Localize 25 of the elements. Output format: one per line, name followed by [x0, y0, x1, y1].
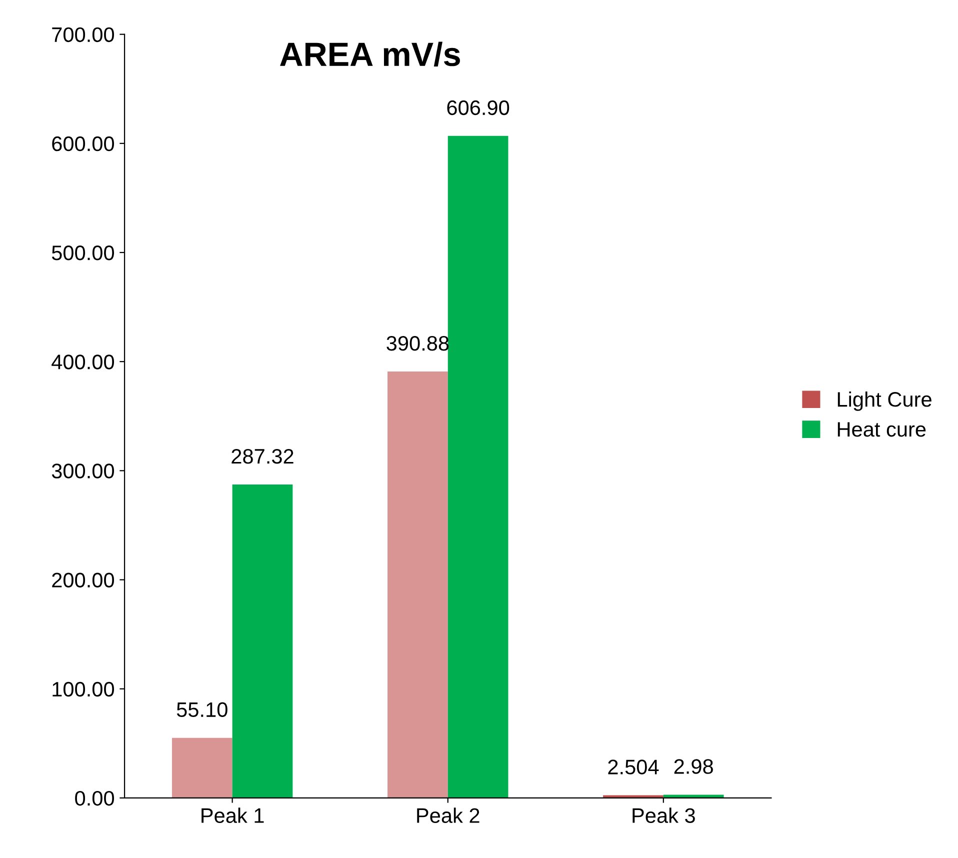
data-label: 606.90: [447, 100, 510, 116]
y-tick-label: 600.00: [52, 136, 114, 152]
y-tick-label: 100.00: [52, 682, 114, 697]
chart-title: AREA mV/s: [280, 42, 460, 67]
bar: [232, 484, 293, 798]
y-tick-label: 400.00: [52, 354, 114, 370]
legend-label: Light Cure: [838, 392, 932, 411]
y-tick-label: 500.00: [52, 246, 114, 260]
bar: [663, 794, 724, 798]
data-label: 2.98: [674, 759, 713, 774]
data-label: 287.32: [232, 448, 294, 464]
x-tick-label: Peak 1: [202, 808, 264, 823]
bar: [172, 738, 232, 798]
x-tick-label: Peak 2: [417, 808, 480, 823]
bar: [448, 136, 508, 798]
y-tick-label: 300.00: [52, 464, 114, 478]
y-tick-label: 200.00: [52, 572, 114, 588]
data-label: 2.504: [608, 760, 659, 774]
bar: [603, 795, 664, 798]
x-tick-label: Peak 3: [632, 808, 695, 823]
y-tick-label: 0.00: [75, 790, 114, 806]
y-tick-label: 700.00: [52, 27, 114, 42]
data-label: 55.10: [176, 702, 228, 718]
bar: [388, 372, 448, 798]
legend-label: Heat cure: [838, 422, 926, 437]
